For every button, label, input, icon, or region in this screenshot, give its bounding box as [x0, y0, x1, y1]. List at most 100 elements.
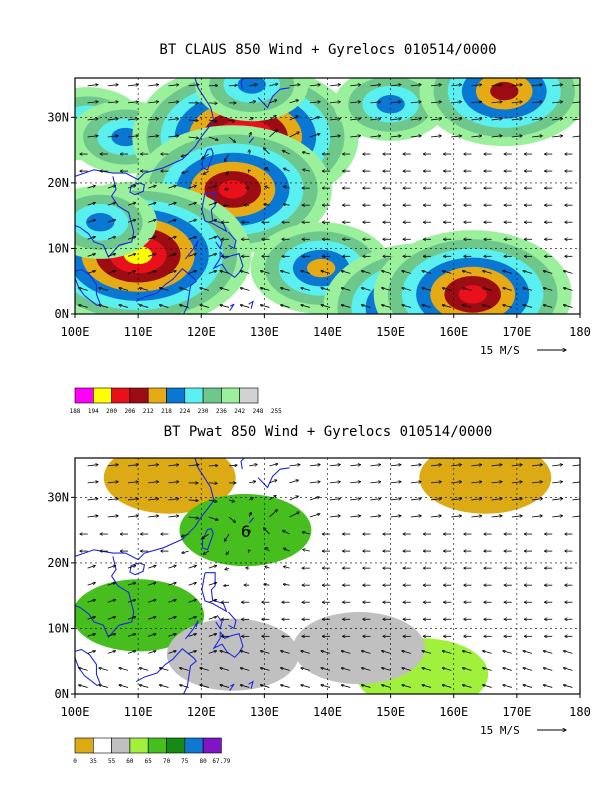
wind-vector [202, 153, 210, 159]
wind-vector [188, 500, 199, 501]
wind-vector [552, 102, 562, 103]
wind-vector [87, 499, 98, 500]
wind-vector [531, 482, 542, 483]
wind-vector [471, 119, 481, 120]
wind-vector [87, 271, 96, 274]
wind-vector [471, 85, 481, 86]
wind-vector [309, 102, 320, 103]
colorbar-label: 0 [73, 758, 77, 765]
wind-vector [148, 271, 156, 274]
x-tick-label: 140E [313, 325, 342, 339]
colorbar-label: 230 [198, 408, 209, 415]
wind-vector [87, 583, 96, 586]
contour-region [307, 258, 336, 278]
wind-vector [208, 634, 217, 637]
wind-vector [148, 600, 156, 603]
wind-vector [225, 188, 230, 189]
coastline-segment [75, 268, 101, 307]
wind-vector [188, 566, 197, 569]
wind-vector [228, 136, 236, 142]
wind-vector [228, 120, 235, 122]
wind-vector [269, 130, 277, 138]
colorbar-label: 206 [124, 408, 135, 415]
colorbar-swatch [93, 387, 112, 404]
colorbar-label: 218 [161, 408, 172, 415]
coastline-segment [75, 458, 215, 561]
wind-vector [168, 499, 178, 500]
wind-vector [269, 464, 277, 467]
wind-vector [281, 305, 290, 308]
wind-vector [127, 465, 138, 466]
colorbar-swatch [166, 737, 186, 754]
wind-vector [208, 136, 218, 140]
wind-vector [462, 305, 472, 308]
chart-title: BT Pwat 850 Wind + Gyrelocs 010514/0000 [164, 424, 493, 440]
wind-vector [390, 482, 401, 483]
wind-vector [451, 136, 461, 137]
colorbar-label: 194 [88, 408, 99, 415]
wind-vector [249, 101, 255, 103]
coastline-segment [201, 572, 228, 613]
wind-vector [370, 499, 380, 500]
wind-vector [361, 685, 371, 688]
wind-vector [265, 566, 270, 568]
wind-vector [159, 288, 169, 291]
wind-vector [168, 482, 178, 483]
colorbar-label: 236 [216, 408, 227, 415]
wind-vector [283, 548, 290, 552]
wind-vector [127, 254, 136, 257]
x-tick-label: 120E [187, 325, 216, 339]
wind-vector [260, 651, 270, 654]
wind-vector [483, 685, 492, 688]
wind-vector [491, 499, 502, 500]
wind-vector [87, 85, 98, 86]
x-tick-label: 160E [439, 705, 468, 719]
wind-vector [180, 288, 189, 291]
wind-vector [127, 271, 136, 274]
wind-vector [283, 204, 290, 205]
wind-vector [203, 170, 210, 174]
wind-vector [462, 288, 472, 291]
wind-vector [220, 271, 230, 274]
wind-vector [87, 203, 96, 206]
wind-vector [430, 85, 441, 86]
wind-vector [269, 495, 276, 501]
wind-vector [119, 685, 129, 688]
wind-vector [182, 170, 189, 173]
wind-vector [451, 119, 461, 120]
wind-vector [228, 500, 235, 502]
wind-vector [168, 85, 178, 86]
wind-vector [451, 102, 461, 103]
wind-vector [281, 288, 290, 291]
wind-vector [269, 100, 277, 104]
wind-vector [87, 600, 96, 603]
wind-vector [139, 288, 149, 291]
wind-vector [260, 668, 270, 671]
wind-vector [471, 102, 481, 103]
wind-vector [410, 102, 421, 103]
wind-vector [552, 465, 562, 466]
wind-vector [563, 288, 573, 291]
wind-vector [329, 119, 340, 120]
wind-vector [410, 85, 421, 86]
wind-vector [301, 288, 310, 291]
wind-vector [269, 84, 277, 87]
wind-vector [442, 271, 452, 274]
wind-vector [127, 102, 138, 103]
wind-vector [127, 617, 136, 620]
wind-vector [543, 651, 553, 654]
wind-vector [462, 668, 472, 671]
wind-vector [127, 651, 136, 654]
wind-vector [159, 305, 169, 308]
wind-vector [188, 600, 197, 603]
wind-vector [168, 651, 176, 654]
wind-vector [321, 271, 331, 274]
x-tick-label: 110E [124, 325, 153, 339]
wind-vector [390, 499, 401, 500]
wind-vector [260, 305, 270, 308]
wind-vector [148, 651, 156, 654]
wind-vector [263, 528, 270, 535]
wind-vector [303, 169, 310, 171]
wind-vector [350, 119, 360, 120]
wind-vector [79, 288, 88, 291]
